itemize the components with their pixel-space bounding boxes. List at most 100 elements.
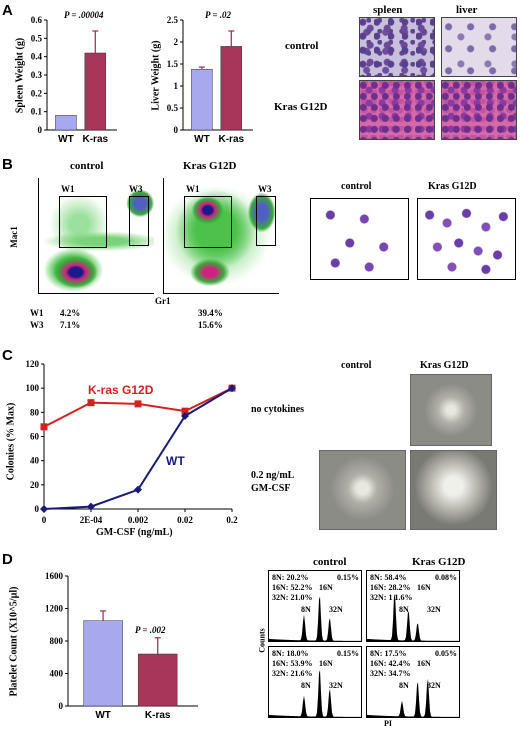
x-category-label: K-ras [145,710,171,721]
peak-32n-label: 32N [329,605,343,614]
ploidy-16n-percent: 16N: 42.4% [370,659,411,668]
bar-k-ras [84,52,107,131]
colony-col-kras: Kras G12D [420,360,469,371]
x-category-label: WT [194,134,210,145]
x-category-label: WT [58,134,74,145]
cytospin-kras-image [417,198,516,280]
y-tick-label: 0.5 [31,33,43,43]
peak-8n-label: 8N [301,681,311,690]
ploidy-high-percent: 0.15% [337,573,359,582]
cytospin-control-image [310,198,409,280]
ploidy-high-percent: 0.08% [435,573,457,582]
x-tick-label: 0.02 [177,515,193,525]
colony-kras-no-cytokine-image [410,374,492,446]
histology-spleen-control-image [359,17,435,77]
y-tick-label: 1600 [45,571,64,581]
ploidy-high-percent: 0.05% [435,649,457,658]
histology-row-kras: Kras G12D [274,101,328,113]
histology-liver-kras-image [441,80,517,140]
ploidy-8n-percent: 8N: 17.5% [370,649,407,658]
gate-w1-control [59,196,107,248]
y-tick-label: 0 [59,701,64,711]
y-tick-label: 0.4 [31,52,43,62]
liver-pvalue: P = .02 [205,10,232,20]
y-tick-label: 0.6 [31,15,43,25]
hist-y-label: Counts [257,628,267,653]
y-tick-label: 400 [50,669,64,679]
hist-control-title: control [313,556,347,568]
x-tick-label: 2E-04 [80,515,103,525]
data-point-kras [40,423,48,431]
histology-col-liver: liver [456,4,478,16]
panel-c-letter: C [2,347,13,364]
bar-k-ras [137,653,178,707]
gate-w3-control [129,196,149,246]
data-point-wt [40,505,48,513]
cyto-control-title: control [341,181,372,192]
ploidy-histogram: 8N: 58.4% 16N: 28.2% 32N: 1 1.6% 0.08% 16N 8N… [366,570,460,642]
histology-liver-control-image [441,17,517,77]
y-tick-label: 40 [30,456,40,466]
colony-row-gm-line1: 0.2 ng/mL [251,470,295,481]
y-tick-label: 0 [35,504,40,514]
ploidy-histogram: 8N: 20.2% 16N: 52.2% 32N: 21.0% 0.15% 16N 8N 3… [268,570,362,642]
y-tick-label: 0 [38,125,43,135]
y-tick-label: 80 [30,407,40,417]
ploidy-16n-percent: 16N: 52.2% [272,583,313,592]
colony-row-gm-line2: GM-CSF [251,483,291,494]
panel-d-letter: D [2,551,13,568]
x-tick-label: 0.2 [226,515,238,525]
histology-col-spleen: spleen [373,4,403,16]
panel-a-letter: A [2,2,13,19]
peak-16n-label: 16N [319,583,333,592]
gate-w1-label: W1 [61,184,75,194]
bar-k-ras [220,46,243,131]
bar-wt [83,620,123,707]
ploidy-32n-percent: 32N: 21.0% [272,593,313,602]
x-category-label: WT [95,710,111,721]
hist-x-label: PI [384,719,392,728]
colony-row-no-cytokines: no cytokines [251,404,305,415]
x-tick-label: 0.002 [128,515,149,525]
ploidy-32n-percent: 32N: 21.6% [272,669,313,678]
platelet-pvalue: P = .002 [135,625,166,635]
colony-x-label: GM-CSF (ng/mL) [96,527,173,538]
gate-w1-kras [184,196,232,248]
stat-w1-control: 4.2% [60,308,81,318]
peak-8n-label: 8N [301,605,311,614]
ploidy-histogram: 8N: 17.5% 16N: 42.4% 32N: 34.7% 0.05% 16N 8N 3… [366,646,460,718]
gate-w1-label-kras: W1 [186,184,200,194]
flow-control-title: control [70,160,104,172]
ploidy-8n-percent: 8N: 58.4% [370,573,407,582]
flow-x-axis-label: Gr1 [155,296,171,306]
colony-formation-chart: 0 20 40 60 80 100 120 0 2E-04 0.002 0.02 0.2 [26,359,239,525]
data-point-wt [181,411,189,420]
y-tick-label: 100 [26,383,40,393]
ploidy-16n-percent: 16N: 53.9% [272,659,313,668]
colony-y-label: Colonies (% Max) [5,402,17,481]
spleen-pvalue: P = .00004 [64,10,104,20]
series-label-wt: WT [166,454,185,468]
spleen-y-label: Spleen Weight (g) [14,37,26,114]
data-point-wt [134,485,142,494]
stat-w3-gate: W3 [30,320,44,330]
y-tick-label: 1.5 [167,59,179,69]
histogram-area [367,678,459,717]
stat-w3-kras: 15.6% [198,320,223,330]
cyto-kras-title: Kras G12D [428,181,477,192]
gate-w3-label-kras: W3 [258,184,272,194]
y-tick-label: 2 [174,37,179,47]
peak-16n-label: 16N [319,659,333,668]
data-point-kras [181,407,189,415]
x-tick-label: 0 [42,515,47,525]
x-category-label: K-ras [219,134,245,145]
flow-plot-control: W1 W3 [38,178,154,294]
gate-w3-label: W3 [129,184,143,194]
bar-wt [55,115,77,131]
colony-col-control: control [341,360,372,371]
y-tick-label: 0 [174,125,179,135]
ploidy-32n-percent: 32N: 34.7% [370,669,411,678]
panel-b-letter: B [2,156,13,173]
peak-16n-label: 16N [417,659,431,668]
ploidy-8n-percent: 8N: 18.0% [272,649,309,658]
